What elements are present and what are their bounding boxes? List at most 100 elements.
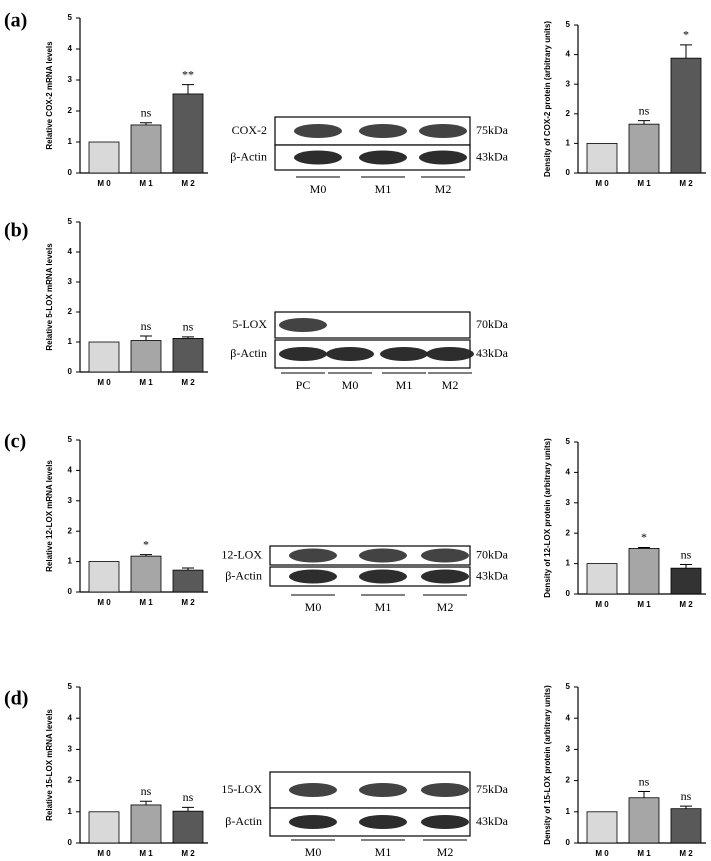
x-tick-label: M 2 — [679, 179, 693, 188]
y-tick-label: 5 — [566, 437, 571, 446]
bar — [628, 123, 660, 174]
bar — [130, 340, 162, 373]
x-tick-label: M 0 — [595, 600, 609, 609]
blot-band — [419, 124, 467, 138]
significance-label: ns — [681, 789, 692, 803]
y-tick-label: 0 — [68, 587, 73, 596]
y-axis-label: Density of 15-LOX protein (arbitrary uni… — [543, 685, 552, 845]
blot-row-label: β-Actin — [230, 346, 267, 360]
bar — [172, 93, 204, 174]
y-tick-label: 1 — [566, 807, 571, 816]
panel-label: (a) — [4, 10, 27, 32]
blot-size-label: 70kDa — [476, 317, 509, 331]
error-bar — [638, 791, 650, 798]
significance-label: ns — [183, 790, 194, 804]
blot-band — [289, 569, 337, 584]
lane-label: M1 — [375, 600, 392, 614]
significance-label: ns — [681, 547, 692, 561]
y-tick-label: 4 — [68, 466, 73, 475]
x-tick-label: M 2 — [679, 849, 693, 858]
x-tick-label: M 0 — [97, 179, 111, 188]
blot-size-label: 43kDa — [476, 814, 509, 828]
y-tick-label: 1 — [68, 337, 73, 346]
y-tick-label: 3 — [566, 745, 571, 754]
error-bar — [680, 805, 692, 809]
blot-row-label: 15-LOX — [221, 782, 262, 796]
y-tick-label: 0 — [566, 589, 571, 598]
y-tick-label: 2 — [566, 528, 571, 537]
x-tick-label: M 0 — [595, 179, 609, 188]
lane-label: M2 — [437, 845, 454, 859]
bar — [88, 561, 120, 593]
bar — [670, 808, 702, 844]
significance-label: ** — [182, 67, 194, 81]
y-tick-label: 1 — [68, 807, 73, 816]
lane-label: M0 — [305, 600, 322, 614]
y-axis-label: Density of COX-2 protein (arbitrary unit… — [543, 21, 552, 177]
bar — [130, 804, 162, 844]
significance-label: ns — [141, 319, 152, 333]
y-axis-label: Relative 15-LOX mRNA levels — [45, 709, 54, 821]
y-tick-label: 2 — [68, 106, 73, 115]
error-bar — [182, 84, 194, 94]
lane-label: M2 — [435, 182, 452, 196]
lane-label: M2 — [437, 600, 454, 614]
bar — [586, 142, 618, 174]
x-tick-label: M 2 — [181, 378, 195, 387]
y-tick-label: 4 — [566, 50, 571, 59]
blot-band — [279, 318, 327, 332]
bar — [670, 567, 702, 595]
bar — [88, 811, 120, 844]
y-tick-label: 1 — [68, 137, 73, 146]
y-tick-label: 3 — [68, 277, 73, 286]
bar — [586, 811, 618, 844]
bar — [130, 124, 162, 174]
panel-label: (b) — [4, 220, 28, 242]
bar — [88, 141, 120, 174]
blot-size-label: 43kDa — [476, 346, 509, 360]
bar — [130, 555, 162, 593]
error-bar — [182, 806, 194, 812]
blot-band — [421, 815, 469, 829]
panel-label: (c) — [4, 431, 26, 453]
significance-label: ns — [141, 784, 152, 798]
y-tick-label: 4 — [68, 44, 73, 53]
y-tick-label: 5 — [68, 435, 73, 444]
y-tick-label: 4 — [68, 247, 73, 256]
y-tick-label: 0 — [68, 168, 73, 177]
blot-row-label: COX-2 — [232, 123, 267, 137]
y-tick-label: 3 — [566, 79, 571, 88]
error-bar — [638, 546, 650, 549]
blot-band — [419, 150, 467, 165]
lane-label: M2 — [442, 378, 459, 392]
x-tick-label: M 1 — [637, 600, 651, 609]
blot-row — [274, 311, 471, 339]
blot-band — [426, 347, 474, 361]
y-tick-label: 0 — [566, 838, 571, 847]
y-tick-label: 1 — [566, 559, 571, 568]
significance-label: ns — [141, 106, 152, 120]
y-tick-label: 3 — [68, 496, 73, 505]
error-bar — [680, 44, 692, 59]
x-tick-label: M 1 — [637, 179, 651, 188]
blot-band — [289, 815, 337, 829]
bar — [172, 810, 204, 844]
significance-label: * — [641, 530, 647, 544]
blot-band — [294, 124, 342, 138]
y-axis-label: Relative 5-LOX mRNA levels — [45, 243, 54, 351]
y-tick-label: 3 — [566, 498, 571, 507]
significance-label: ns — [639, 774, 650, 788]
y-tick-label: 4 — [566, 713, 571, 722]
error-bar — [140, 335, 152, 341]
bar — [88, 341, 120, 373]
blot-size-label: 75kDa — [476, 782, 509, 796]
y-tick-label: 5 — [68, 682, 73, 691]
lane-label: PC — [296, 378, 311, 392]
x-tick-label: M 1 — [139, 179, 153, 188]
error-bar — [182, 567, 194, 571]
y-axis-label: Density of 12-LOX protein (arbitrary uni… — [543, 438, 552, 598]
y-tick-label: 2 — [68, 776, 73, 785]
blot-band — [359, 783, 407, 797]
blot-row-label: β-Actin — [225, 814, 262, 828]
